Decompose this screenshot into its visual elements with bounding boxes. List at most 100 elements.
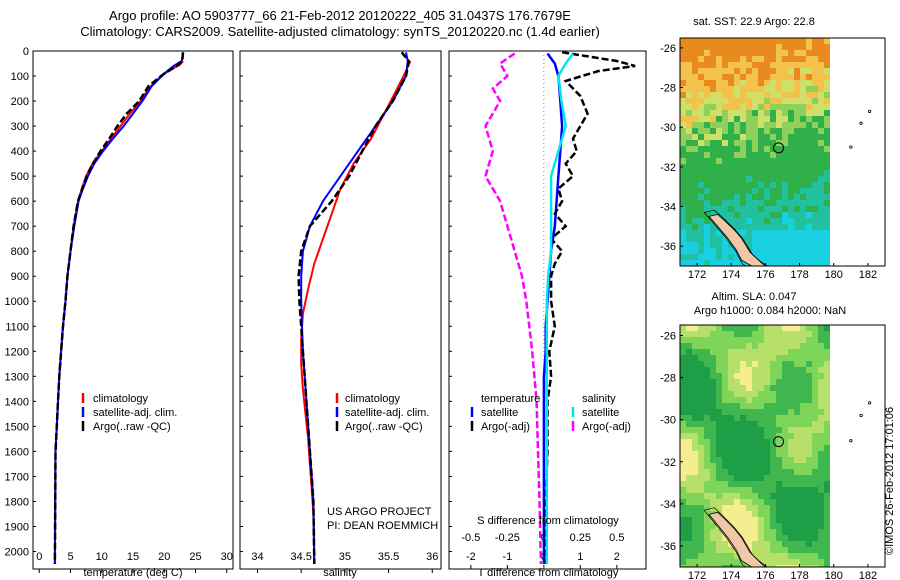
map-cell [794, 355, 801, 362]
map-cell [758, 469, 765, 476]
map-cell [752, 505, 759, 512]
map-cell [770, 487, 777, 494]
map-cell [758, 385, 765, 392]
map-cell [764, 415, 771, 422]
map-cell [704, 355, 711, 362]
map-cell [728, 511, 735, 518]
x-tick-label: -1 [502, 551, 512, 563]
map-cell [764, 110, 771, 117]
map-cell [776, 194, 783, 201]
map-cell [806, 439, 813, 446]
map-cell [686, 547, 693, 554]
map-cell [818, 104, 825, 111]
map-cell [692, 439, 699, 446]
map-cell [782, 176, 789, 183]
map-cell [680, 146, 687, 153]
argo-float-marker [773, 436, 785, 448]
map-cell [800, 134, 807, 141]
map-cell [806, 158, 813, 165]
map-cell [776, 451, 783, 458]
map-cell [782, 517, 789, 524]
map-cell [704, 445, 711, 452]
map-cell [818, 92, 825, 99]
map-cell [794, 523, 801, 530]
map-cell [686, 176, 693, 183]
map-cell [824, 397, 830, 404]
map-cell [728, 194, 735, 201]
map-cell [812, 212, 819, 219]
map-cell [812, 547, 819, 554]
map-cell [698, 415, 705, 422]
map-cell [812, 403, 819, 410]
map-cell [800, 128, 807, 135]
map-cell [746, 182, 753, 189]
map-cell [692, 98, 699, 105]
map-cell [680, 355, 687, 362]
depth-tick-label: 700 [11, 221, 29, 233]
map-cell [782, 427, 789, 434]
map-cell [686, 236, 693, 243]
map-cell [764, 236, 771, 243]
map-cell [734, 170, 741, 177]
map-cell [722, 98, 729, 105]
map-cell [716, 74, 723, 81]
island-marker [868, 109, 872, 113]
map-cell [776, 463, 783, 470]
map-cell [764, 403, 771, 410]
map-cell [782, 469, 789, 476]
map-cell [716, 212, 723, 219]
map-cell [770, 254, 777, 261]
map-cell [800, 361, 807, 368]
map-cell [710, 44, 717, 51]
map-cell [704, 457, 711, 464]
map-cell [710, 397, 717, 404]
map-cell [818, 98, 825, 105]
map-cell [806, 457, 813, 464]
map-cell [782, 565, 789, 567]
map-cell [758, 355, 765, 362]
map-cell [782, 481, 789, 488]
map-cell [788, 457, 795, 464]
map-cell [698, 427, 705, 434]
map-cell [680, 50, 687, 57]
map-cell [734, 337, 741, 344]
map-cell [788, 194, 795, 201]
map-cell [818, 254, 825, 261]
map-cell [818, 122, 825, 129]
map-cell [692, 80, 699, 87]
map-cell [734, 86, 741, 93]
map-cell [734, 325, 741, 332]
lat-tick-label: -36 [660, 241, 676, 253]
map-cell [782, 50, 789, 57]
map-cell [794, 182, 801, 189]
map-cell [704, 164, 711, 171]
map-cell [728, 355, 735, 362]
map-cell [746, 188, 753, 195]
map-cell [740, 523, 747, 530]
map-cell [728, 74, 735, 81]
map-cell [800, 230, 807, 237]
map-cell [752, 349, 759, 356]
map-cell [806, 140, 813, 147]
sst-map-title: sat. SST: 22.9 Argo: 22.8 [693, 16, 815, 28]
map-cell [698, 38, 705, 45]
map-cell [734, 385, 741, 392]
map-cell [776, 391, 783, 398]
map-cell [818, 170, 825, 177]
map-cell [734, 92, 741, 99]
map-cell [800, 427, 807, 434]
map-cell [686, 475, 693, 482]
map-cell [698, 104, 705, 111]
map-cell [722, 511, 729, 518]
map-cell [752, 218, 759, 225]
map-cell [818, 367, 825, 374]
map-cell [722, 92, 729, 99]
map-cell [722, 391, 729, 398]
map-cell [782, 188, 789, 195]
map-cell [740, 469, 747, 476]
map-cell [812, 104, 819, 111]
map-cell [800, 146, 807, 153]
map-cell [698, 92, 705, 99]
map-cell [764, 230, 771, 237]
